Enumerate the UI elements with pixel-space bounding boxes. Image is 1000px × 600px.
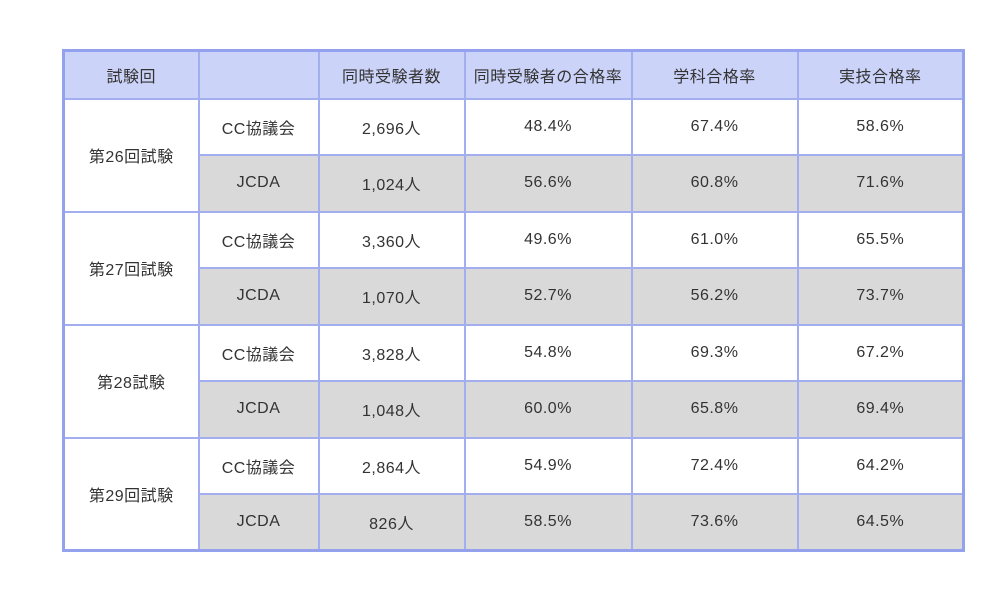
- practical-pass-cell: 64.5%: [796, 493, 965, 552]
- header-exam-round: 試験回: [62, 49, 200, 100]
- exam-round-cell: 第27回試験: [62, 210, 200, 326]
- joint-pass-cell: 54.8%: [463, 323, 633, 382]
- joint-pass-cell: 58.5%: [463, 493, 633, 552]
- joint-pass-cell: 49.6%: [463, 210, 633, 269]
- written-pass-cell: 56.2%: [630, 267, 799, 326]
- examinees-cell: 1,024人: [317, 154, 466, 213]
- table-row: JCDA 1,048人 60.0% 65.8% 69.4%: [64, 380, 965, 439]
- examinees-cell: 2,696人: [317, 97, 466, 156]
- header-examinee-count: 同時受験者数: [317, 49, 466, 100]
- practical-pass-cell: 65.5%: [796, 210, 965, 269]
- table-row: JCDA 1,024人 56.6% 60.8% 71.6%: [64, 154, 965, 213]
- practical-pass-cell: 67.2%: [796, 323, 965, 382]
- joint-pass-cell: 52.7%: [463, 267, 633, 326]
- written-pass-cell: 69.3%: [630, 323, 799, 382]
- written-pass-cell: 60.8%: [630, 154, 799, 213]
- org-cell: JCDA: [197, 380, 320, 439]
- header-written-pass-rate: 学科合格率: [630, 49, 799, 100]
- exam-round-cell: 第28試験: [62, 323, 200, 439]
- table-row: JCDA 1,070人 52.7% 56.2% 73.7%: [64, 267, 965, 326]
- header-joint-pass-rate: 同時受験者の合格率: [463, 49, 633, 100]
- written-pass-cell: 67.4%: [630, 97, 799, 156]
- written-pass-cell: 65.8%: [630, 380, 799, 439]
- org-cell: CC協議会: [197, 323, 320, 382]
- org-cell: CC協議会: [197, 436, 320, 495]
- org-cell: CC協議会: [197, 97, 320, 156]
- practical-pass-cell: 58.6%: [796, 97, 965, 156]
- joint-pass-cell: 60.0%: [463, 380, 633, 439]
- table-row: 第27回試験 CC協議会 3,360人 49.6% 61.0% 65.5%: [62, 210, 965, 326]
- header-organization: [197, 49, 320, 100]
- header-practical-pass-rate: 実技合格率: [796, 49, 965, 100]
- practical-pass-cell: 71.6%: [796, 154, 965, 213]
- table-row: 第29回試験 CC協議会 2,864人 54.9% 72.4% 64.2%: [62, 436, 965, 552]
- practical-pass-cell: 73.7%: [796, 267, 965, 326]
- examinees-cell: 2,864人: [317, 436, 466, 495]
- org-cell: JCDA: [197, 267, 320, 326]
- joint-pass-cell: 48.4%: [463, 97, 633, 156]
- exam-results-table: 試験回 同時受験者数 同時受験者の合格率 学科合格率 実技合格率 第26回試験 …: [62, 49, 965, 552]
- examinees-cell: 3,360人: [317, 210, 466, 269]
- joint-pass-cell: 54.9%: [463, 436, 633, 495]
- examinees-cell: 1,048人: [317, 380, 466, 439]
- org-cell: JCDA: [197, 493, 320, 552]
- table-row: JCDA 826人 58.5% 73.6% 64.5%: [64, 493, 965, 552]
- practical-pass-cell: 64.2%: [796, 436, 965, 495]
- examinees-cell: 1,070人: [317, 267, 466, 326]
- org-cell: CC協議会: [197, 210, 320, 269]
- written-pass-cell: 72.4%: [630, 436, 799, 495]
- examinees-cell: 826人: [317, 493, 466, 552]
- exam-round-cell: 第29回試験: [62, 436, 200, 552]
- exam-round-cell: 第26回試験: [62, 97, 200, 213]
- written-pass-cell: 61.0%: [630, 210, 799, 269]
- joint-pass-cell: 56.6%: [463, 154, 633, 213]
- org-cell: JCDA: [197, 154, 320, 213]
- table-row: 第26回試験 CC協議会 2,696人 48.4% 67.4% 58.6%: [62, 97, 965, 213]
- written-pass-cell: 73.6%: [630, 493, 799, 552]
- examinees-cell: 3,828人: [317, 323, 466, 382]
- practical-pass-cell: 69.4%: [796, 380, 965, 439]
- header-row: 試験回 同時受験者数 同時受験者の合格率 学科合格率 実技合格率: [62, 49, 965, 100]
- table-row: 第28試験 CC協議会 3,828人 54.8% 69.3% 67.2%: [62, 323, 965, 439]
